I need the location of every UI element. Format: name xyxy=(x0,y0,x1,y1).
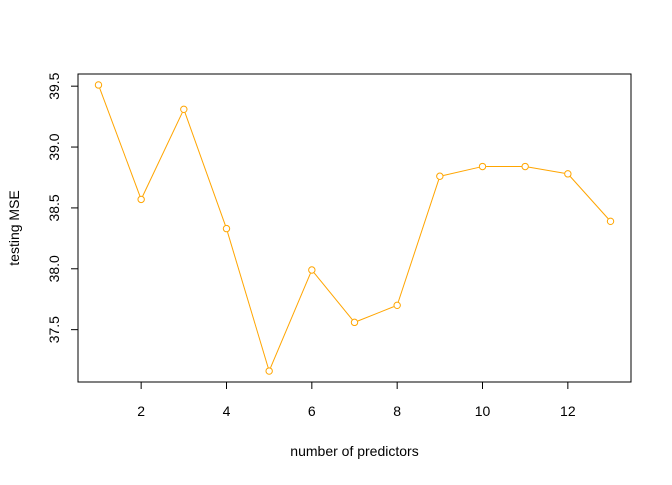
series-line-segment xyxy=(313,272,353,320)
series-line-segment xyxy=(270,273,311,368)
y-tick-label: 38.5 xyxy=(46,194,62,221)
series-line-segment xyxy=(184,112,226,226)
x-axis: 2 4 6 8 10 12 xyxy=(137,381,576,419)
series-line-segment xyxy=(528,166,565,174)
y-tick-label: 39.5 xyxy=(46,72,62,99)
series-line-segment xyxy=(397,179,440,303)
y-axis: 37.5 38.0 38.5 39.0 39.5 xyxy=(46,72,79,343)
x-tick-label: 8 xyxy=(393,403,401,419)
data-point xyxy=(606,217,615,226)
series-line-segment xyxy=(227,231,269,368)
x-tick-label: 2 xyxy=(137,403,145,419)
y-tick-label: 38.0 xyxy=(46,255,62,282)
y-tick-label: 39.0 xyxy=(46,133,62,160)
data-point xyxy=(94,81,103,89)
data-point xyxy=(478,162,487,171)
data-point xyxy=(350,318,359,327)
x-axis-label: number of predictors xyxy=(290,443,418,459)
y-tick-label: 37.5 xyxy=(46,316,62,343)
series-line-segment xyxy=(142,112,183,197)
data-point xyxy=(564,170,572,178)
x-tick-label: 6 xyxy=(308,403,316,419)
x-tick-label: 4 xyxy=(223,403,231,419)
series-line-segment xyxy=(357,306,395,322)
y-axis-label: testing MSE xyxy=(6,190,22,265)
x-tick-label: 10 xyxy=(475,403,491,419)
data-point xyxy=(521,162,529,171)
series-line-segment xyxy=(569,176,609,219)
series-layer xyxy=(94,81,615,375)
x-tick-label: 12 xyxy=(560,403,576,419)
data-point xyxy=(265,367,273,375)
data-point xyxy=(180,105,188,114)
plot-area-box xyxy=(77,73,632,383)
data-point xyxy=(222,224,231,233)
data-point xyxy=(436,172,444,180)
series-line-segment xyxy=(99,88,141,197)
data-point xyxy=(137,195,145,204)
series-line-segment xyxy=(443,166,480,176)
data-point xyxy=(308,266,316,274)
data-point xyxy=(393,301,401,310)
